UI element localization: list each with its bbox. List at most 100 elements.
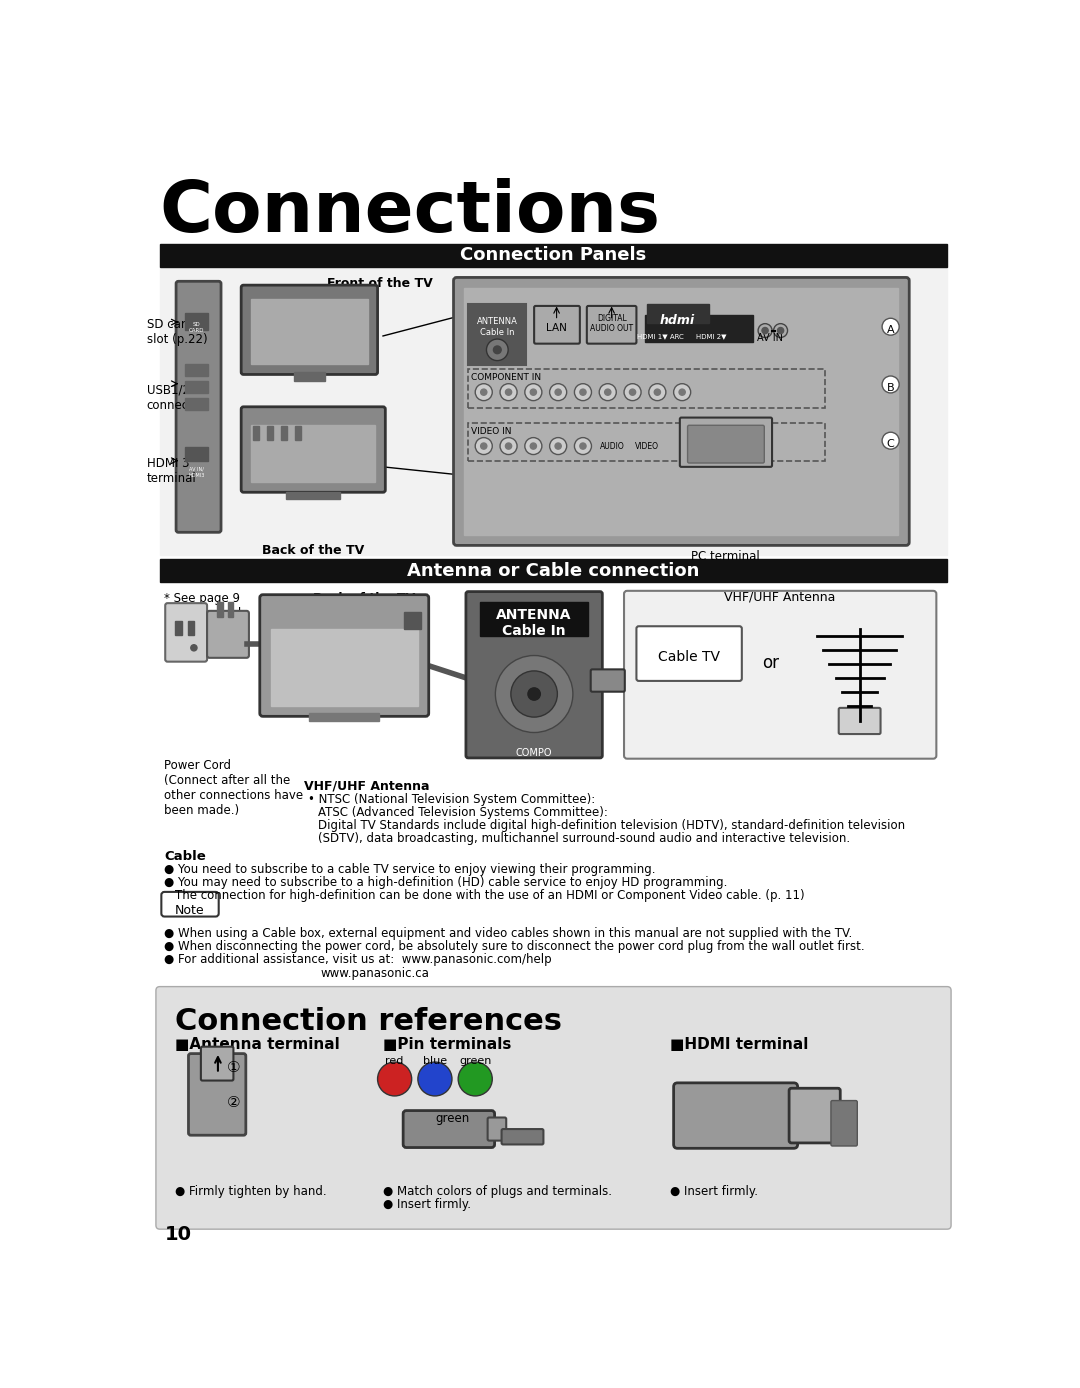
Text: ● Insert firmly.: ● Insert firmly. [670, 1185, 758, 1198]
Text: Connection Panels: Connection Panels [460, 246, 647, 264]
Circle shape [555, 389, 562, 396]
Bar [480, 601, 589, 636]
Circle shape [778, 328, 784, 333]
Text: Power Cord
(Connect after all the
other connections have
been made.): Power Cord (Connect after all the other … [164, 759, 303, 818]
Circle shape [486, 339, 509, 361]
Circle shape [500, 437, 517, 454]
Circle shape [575, 437, 592, 454]
Bar [185, 447, 207, 461]
FancyBboxPatch shape [454, 278, 909, 545]
Circle shape [674, 383, 691, 401]
Bar [175, 620, 181, 634]
Bar [185, 382, 207, 393]
Text: AUDIO: AUDIO [600, 441, 624, 451]
Text: LAN connector: LAN connector [576, 276, 661, 290]
Text: DIGITAL
AUDIO OUT: DIGITAL AUDIO OUT [590, 314, 633, 333]
Text: 10: 10 [164, 1226, 191, 1244]
Text: VIDEO: VIDEO [635, 441, 659, 451]
Text: LAN: LAN [546, 323, 567, 333]
Bar [185, 398, 207, 409]
Text: SD card
slot (p.22): SD card slot (p.22) [147, 318, 207, 346]
Text: HDMI 3
terminal: HDMI 3 terminal [147, 457, 197, 484]
FancyBboxPatch shape [201, 1047, 233, 1080]
Text: ■HDMI terminal: ■HDMI terminal [670, 1037, 808, 1052]
FancyBboxPatch shape [624, 591, 936, 759]
FancyBboxPatch shape [207, 611, 248, 658]
Text: ● When disconnecting the power cord, be absolutely sure to disconnect the power : ● When disconnecting the power cord, be … [164, 941, 865, 954]
Text: ● When using a Cable box, external equipment and video cables shown in this manu: ● When using a Cable box, external equip… [164, 927, 853, 940]
Circle shape [882, 432, 900, 450]
FancyBboxPatch shape [260, 594, 429, 716]
FancyBboxPatch shape [636, 626, 742, 682]
Bar [188, 620, 194, 634]
Text: red: red [386, 1056, 404, 1066]
FancyBboxPatch shape [831, 1101, 858, 1146]
Circle shape [530, 443, 537, 450]
Circle shape [528, 688, 540, 700]
Text: VHF/UHF Antenna: VHF/UHF Antenna [303, 780, 430, 793]
FancyBboxPatch shape [176, 282, 221, 533]
Text: Antenna or Cable connection: Antenna or Cable connection [407, 562, 700, 580]
Bar [647, 304, 708, 323]
Text: ■Antenna terminal: ■Antenna terminal [175, 1037, 340, 1052]
Bar [469, 423, 825, 461]
Bar [271, 629, 418, 705]
Text: ATSC (Advanced Television Systems Committee):: ATSC (Advanced Television Systems Commit… [318, 805, 608, 819]
Circle shape [530, 389, 537, 396]
Circle shape [505, 389, 512, 396]
Bar [286, 491, 340, 500]
FancyBboxPatch shape [688, 425, 765, 464]
Text: B: B [887, 383, 894, 393]
Text: AV IN: AV IN [757, 333, 783, 343]
Text: Note: Note [175, 904, 205, 917]
Bar [295, 426, 301, 440]
Circle shape [525, 383, 542, 401]
Text: Back of the TV: Back of the TV [313, 591, 416, 605]
Text: PC: PC [718, 444, 733, 454]
Text: ②: ② [227, 1095, 240, 1109]
Text: ①: ① [227, 1060, 240, 1074]
Text: ● Insert firmly.: ● Insert firmly. [383, 1198, 471, 1212]
Circle shape [555, 443, 562, 450]
Circle shape [481, 443, 487, 450]
Circle shape [481, 389, 487, 396]
Bar [185, 312, 207, 330]
Text: DIGITAL AUDIO OUT: DIGITAL AUDIO OUT [677, 276, 794, 290]
Bar [217, 601, 222, 618]
Circle shape [505, 443, 512, 450]
Text: ANTENNA
Cable In: ANTENNA Cable In [477, 318, 517, 337]
Bar [469, 369, 825, 408]
Text: hdmi: hdmi [660, 315, 696, 328]
Text: ● Firmly tighten by hand.: ● Firmly tighten by hand. [175, 1185, 327, 1198]
Text: The connection for high-definition can be done with the use of an HDMI or Compon: The connection for high-definition can b… [175, 888, 805, 902]
Circle shape [580, 443, 586, 450]
FancyBboxPatch shape [591, 669, 625, 691]
Text: C: C [887, 439, 894, 448]
Circle shape [575, 383, 592, 401]
Circle shape [654, 389, 661, 396]
Text: blue: blue [423, 1056, 447, 1066]
FancyBboxPatch shape [501, 1128, 543, 1145]
Text: Connection references: Connection references [175, 1008, 563, 1037]
Circle shape [630, 389, 636, 396]
Bar [252, 298, 367, 365]
Circle shape [475, 383, 492, 401]
Text: AV IN/
HDMI3: AV IN/ HDMI3 [188, 466, 204, 477]
Text: • NTSC (National Television System Committee):: • NTSC (National Television System Commi… [308, 793, 595, 805]
FancyBboxPatch shape [403, 1110, 495, 1148]
Bar [309, 713, 379, 720]
Bar [160, 559, 947, 583]
FancyBboxPatch shape [465, 591, 603, 758]
FancyBboxPatch shape [535, 305, 580, 344]
Circle shape [378, 1062, 411, 1097]
Bar [160, 266, 947, 555]
FancyBboxPatch shape [165, 604, 207, 662]
FancyBboxPatch shape [679, 418, 772, 466]
Circle shape [580, 389, 586, 396]
Bar [294, 372, 325, 382]
FancyBboxPatch shape [161, 892, 218, 916]
Bar [404, 612, 421, 629]
Text: Digital TV Standards include digital high-definition television (HDTV), standard: Digital TV Standards include digital hig… [318, 819, 905, 831]
Text: HDMI 1▼ ARC: HDMI 1▼ ARC [637, 333, 684, 339]
Text: USB1/2
connector: USB1/2 connector [147, 383, 205, 412]
